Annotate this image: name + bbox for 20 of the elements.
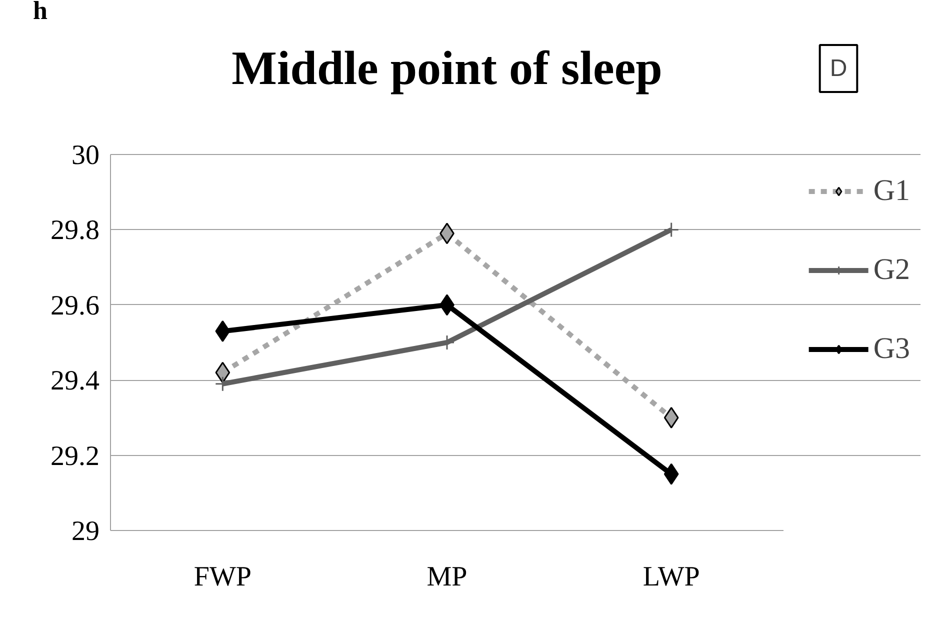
y-tick-label: 30 <box>72 140 100 171</box>
legend-label: G1 <box>873 174 910 208</box>
y-tick-label: 29.6 <box>50 290 100 322</box>
point <box>664 406 679 428</box>
y-tick-label: 29.4 <box>50 366 100 397</box>
text: D <box>830 55 848 82</box>
legend-label: G3 <box>873 332 910 366</box>
point <box>664 222 680 238</box>
y-tick-label: 29 <box>72 516 100 547</box>
y-tick-label: 29.8 <box>50 215 100 246</box>
y-axis-title: h <box>33 0 48 25</box>
x-tick-label: LWP <box>642 562 700 592</box>
point <box>215 362 230 384</box>
y-tick-label: 29.2 <box>50 440 100 472</box>
chart-title: Middle point of sleep <box>232 42 662 95</box>
point <box>664 463 679 485</box>
x-tick-label: FWP <box>194 562 252 592</box>
point <box>215 320 230 342</box>
x-tick-label: MP <box>426 562 468 592</box>
legend-label: G2 <box>873 253 910 287</box>
